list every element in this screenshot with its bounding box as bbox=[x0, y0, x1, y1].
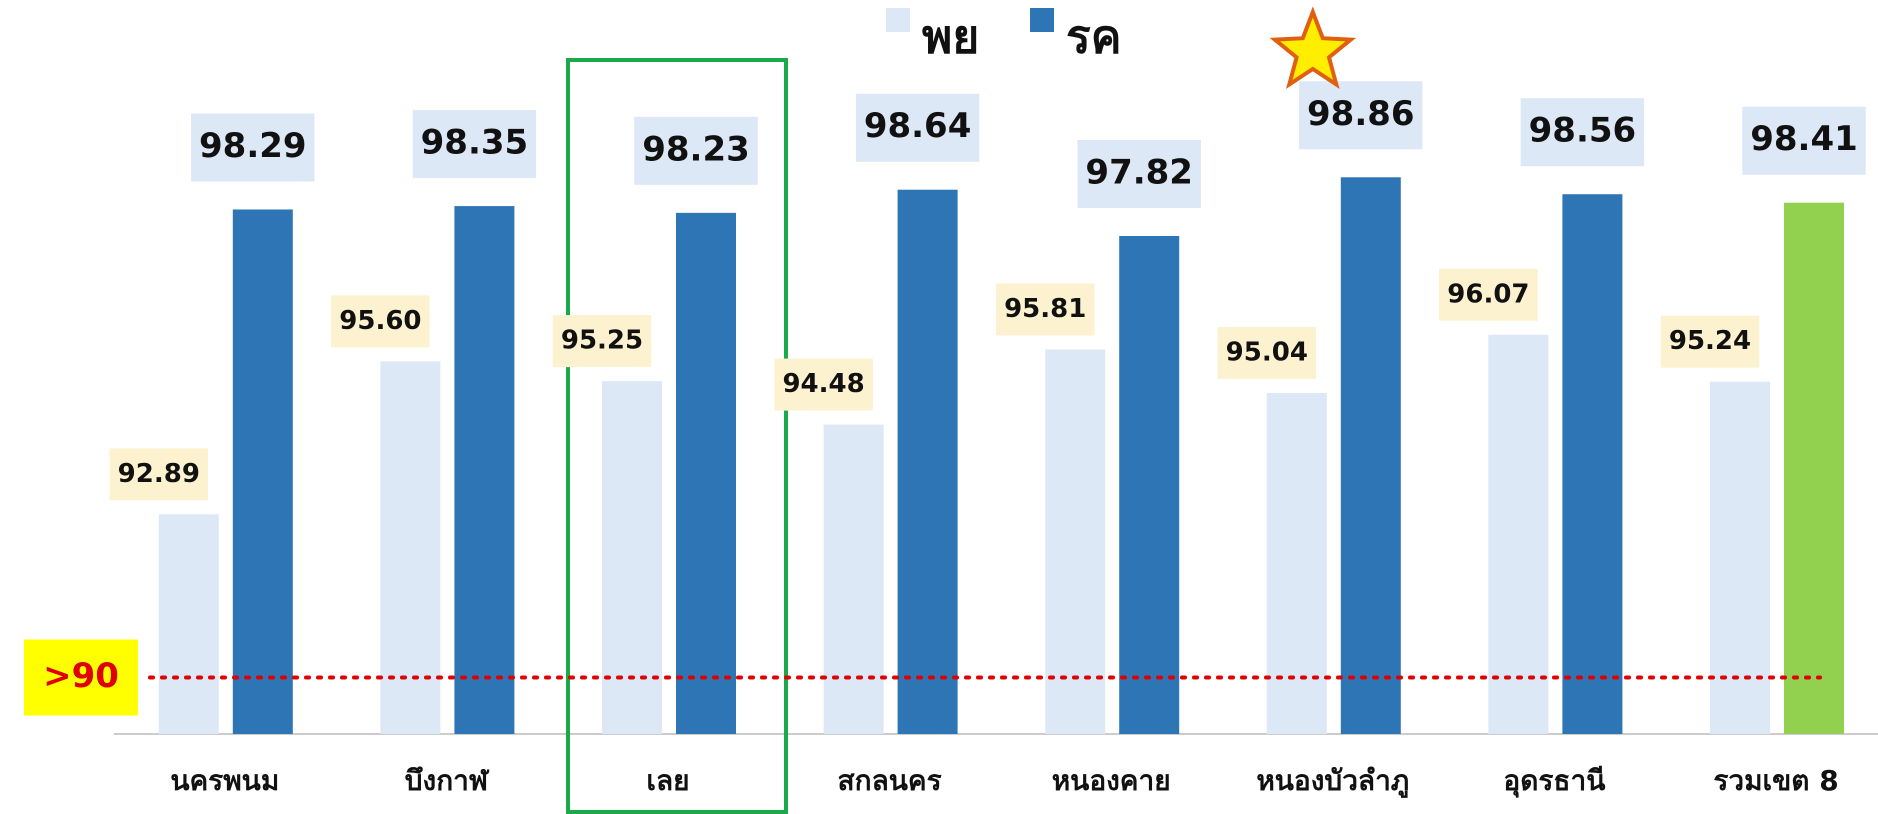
x-tick-label: บึงกาฬ bbox=[405, 764, 490, 797]
value-label-box bbox=[995, 283, 1095, 336]
bar bbox=[676, 212, 736, 735]
bar bbox=[1119, 236, 1180, 735]
bar bbox=[897, 189, 958, 735]
bar bbox=[1784, 202, 1844, 735]
x-tick-label: รวมเขต 8 bbox=[1713, 764, 1838, 797]
value-label-box bbox=[855, 93, 980, 162]
value-label: 98.29 bbox=[199, 126, 307, 166]
value-label: 95.60 bbox=[339, 306, 421, 336]
value-label-box bbox=[774, 358, 873, 411]
legend: พย รค bbox=[886, 8, 1121, 64]
x-tick-label: เลย bbox=[646, 764, 689, 797]
bar bbox=[1340, 177, 1401, 734]
value-label: 95.25 bbox=[561, 326, 643, 356]
x-tick-label: สกลนคร bbox=[838, 764, 942, 797]
highlight-box bbox=[566, 58, 788, 814]
value-label: 98.35 bbox=[421, 123, 529, 163]
bar bbox=[1562, 194, 1623, 735]
value-label-box bbox=[109, 448, 209, 501]
value-label-box bbox=[634, 116, 758, 185]
legend-swatch bbox=[1030, 8, 1054, 32]
bar bbox=[1266, 392, 1327, 734]
value-label-box bbox=[1077, 140, 1201, 209]
bar bbox=[602, 381, 662, 734]
star bbox=[1269, 6, 1357, 89]
bar bbox=[1045, 349, 1106, 734]
bar bbox=[1710, 381, 1770, 734]
legend-label: รค bbox=[1066, 10, 1121, 64]
reference-label: >90 bbox=[43, 656, 119, 696]
legend-label: พย bbox=[922, 10, 979, 64]
value-label-box bbox=[1660, 315, 1760, 368]
value-label: 98.56 bbox=[1529, 111, 1637, 151]
value-label-box bbox=[1439, 268, 1538, 321]
value-label-box bbox=[1299, 81, 1423, 150]
value-label: 96.07 bbox=[1447, 279, 1529, 309]
value-label-box bbox=[191, 113, 315, 182]
value-label: 92.89 bbox=[118, 459, 200, 489]
value-label: 97.82 bbox=[1085, 153, 1193, 193]
reference-label-box bbox=[24, 639, 138, 716]
value-label-box bbox=[412, 110, 537, 179]
value-label: 94.48 bbox=[782, 369, 864, 399]
value-label-box bbox=[552, 315, 652, 368]
bar bbox=[158, 514, 219, 734]
bar bbox=[454, 206, 515, 735]
value-label-box bbox=[331, 295, 430, 348]
bar bbox=[823, 424, 884, 734]
bar bbox=[380, 361, 441, 734]
bar bbox=[1488, 334, 1549, 734]
value-label: 98.86 bbox=[1307, 94, 1415, 134]
value-label-box bbox=[1742, 106, 1866, 175]
x-tick-label: หนองบัวลำภู bbox=[1256, 764, 1409, 798]
value-label-box bbox=[1217, 326, 1317, 379]
value-label-box bbox=[1520, 98, 1645, 167]
bar bbox=[232, 209, 293, 735]
value-label: 98.41 bbox=[1750, 119, 1858, 159]
value-label: 95.81 bbox=[1004, 294, 1086, 324]
legend-swatch bbox=[886, 8, 910, 32]
x-tick-label: อุดรธานี bbox=[1503, 764, 1605, 798]
x-tick-label: นครพนม bbox=[170, 764, 279, 797]
value-label: 98.23 bbox=[642, 129, 750, 169]
value-label: 98.64 bbox=[864, 106, 972, 146]
value-label: 95.04 bbox=[1226, 337, 1308, 367]
x-tick-label: หนองคาย bbox=[1052, 764, 1171, 797]
value-label: 95.24 bbox=[1669, 326, 1751, 356]
